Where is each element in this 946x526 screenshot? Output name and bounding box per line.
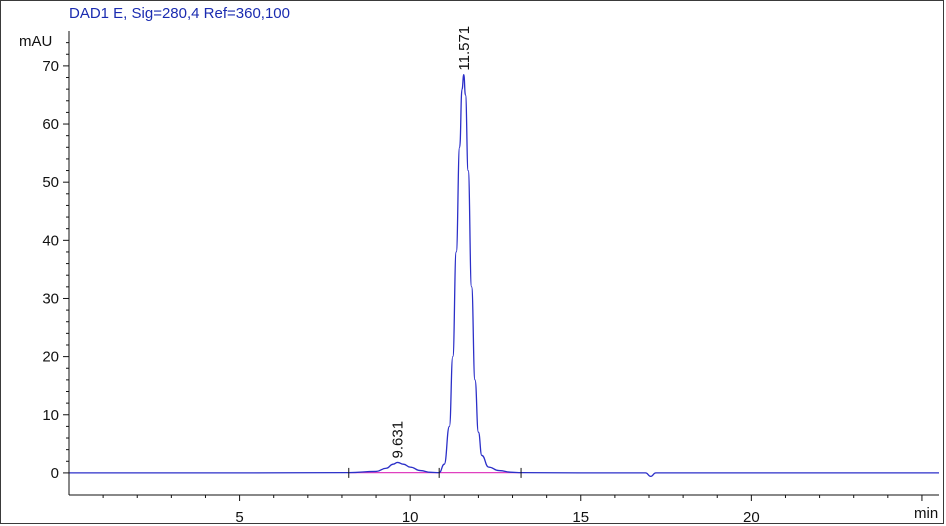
peak-label: 9.631 [390,421,407,459]
x-tick-label: 15 [572,509,589,525]
x-axis-unit-label: min [914,505,938,522]
x-tick-label: 10 [402,509,419,525]
y-tick-label: 70 [42,58,59,75]
y-axis-unit-label: mAU [19,33,52,50]
x-tick-label: 20 [743,509,760,525]
axis-layer: 0 10 20 30 40 50 60 70 5 10 15 20 [42,31,939,525]
y-tick-label: 20 [42,349,59,366]
x-tick-label: 5 [235,509,243,525]
y-tick-label: 50 [42,174,59,191]
y-tick-label: 60 [42,116,59,133]
signal-title: DAD1 E, Sig=280,4 Ref=360,100 [69,5,290,22]
chromatogram-trace [69,73,939,478]
trace-layer [69,73,939,478]
peak-label-layer: 9.631 11.571 [390,26,473,459]
y-tick-label: 10 [42,407,59,424]
y-tick-label: 0 [51,465,59,482]
y-tick-label: 30 [42,290,59,307]
peak-label: 11.571 [456,26,473,71]
integration-marker-layer [348,467,522,478]
y-tick-label: 40 [42,232,59,249]
